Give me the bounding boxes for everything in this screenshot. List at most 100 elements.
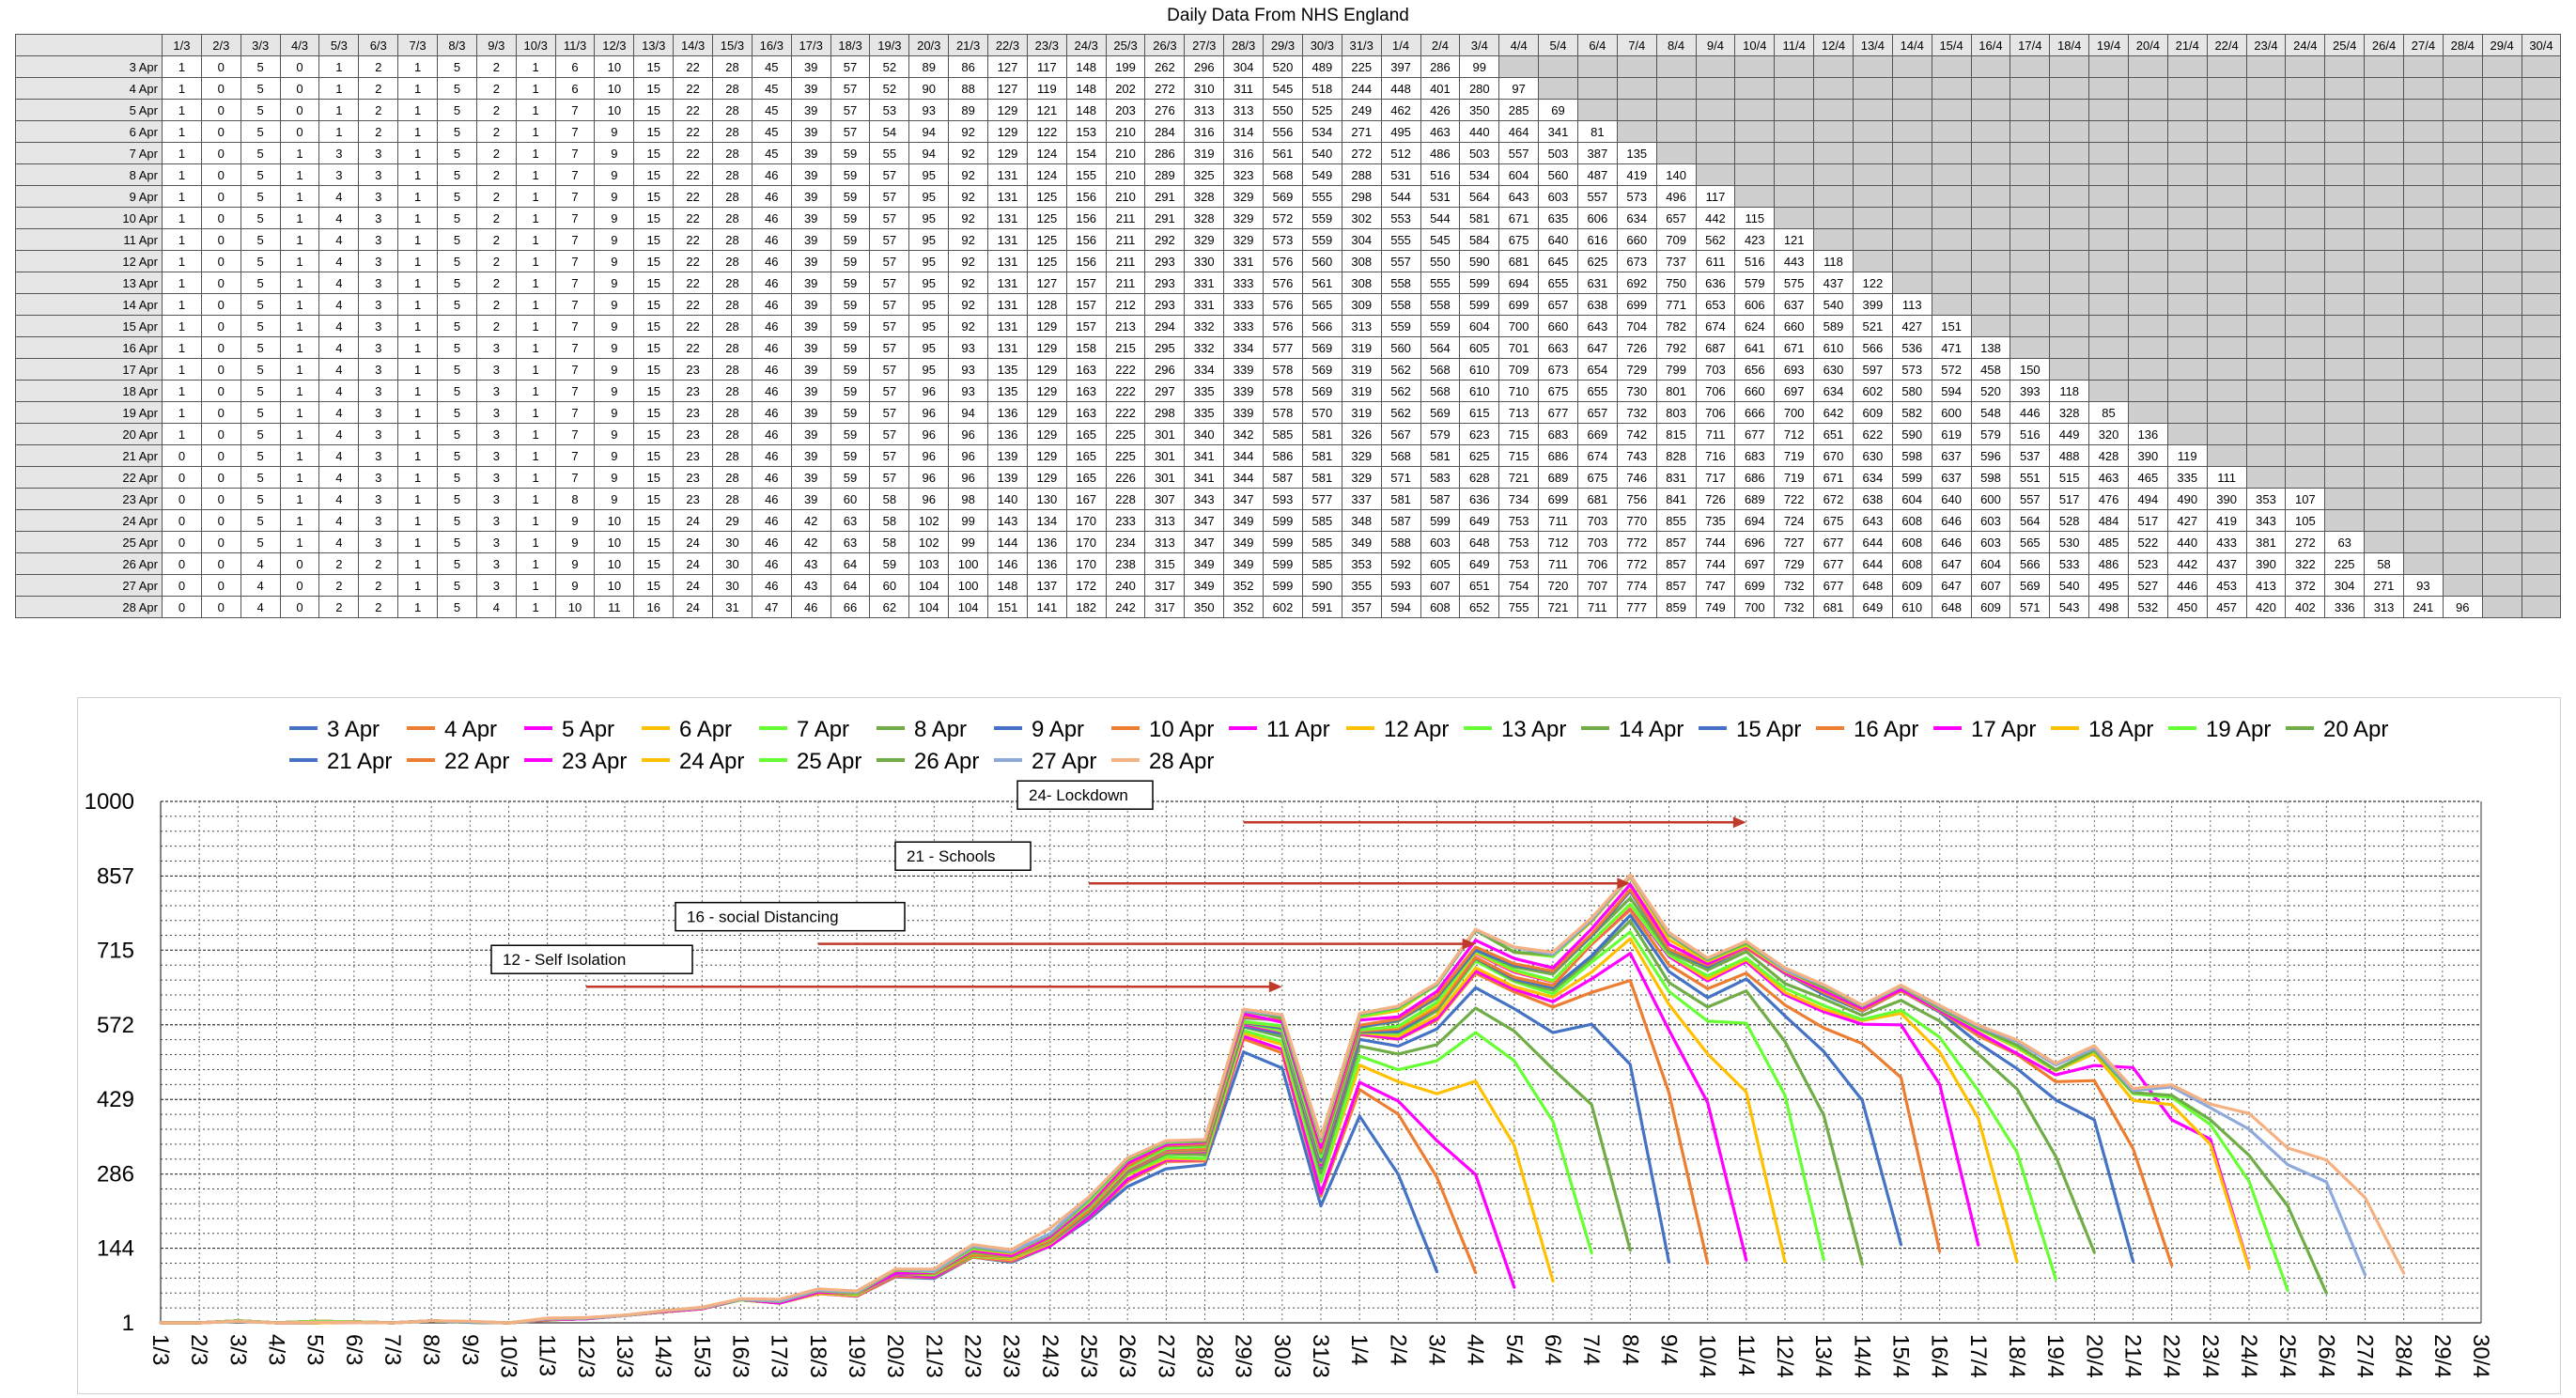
table-cell: 4 — [318, 207, 360, 229]
table-cell: 148 — [1065, 55, 1107, 78]
table-cell: 5 — [437, 99, 477, 121]
annotation-arrowhead — [1268, 981, 1282, 993]
table-cell: 399 — [1852, 293, 1893, 316]
empty-cell — [2402, 163, 2444, 186]
table-cell: 46 — [751, 315, 792, 337]
table-cell: 857 — [1655, 552, 1697, 575]
empty-cell — [2088, 163, 2129, 186]
table-cell: 530 — [2049, 531, 2090, 553]
table-cell: 225 — [1341, 55, 1382, 78]
table-cell: 96 — [948, 444, 989, 467]
table-cell: 28 — [712, 120, 753, 143]
table-cell: 59 — [830, 423, 871, 445]
table-cell: 4 — [318, 315, 360, 337]
table-cell: 39 — [790, 250, 831, 272]
table-cell: 1 — [279, 163, 320, 186]
annotation-label: 24- Lockdown — [1029, 786, 1128, 804]
legend-label: 3 Apr — [327, 717, 380, 742]
table-cell: 140 — [987, 488, 1028, 510]
table-cell: 689 — [1734, 488, 1776, 510]
table-cell: 599 — [1263, 574, 1303, 597]
table-cell: 5 — [437, 272, 477, 294]
table-cell: 1 — [279, 207, 320, 229]
empty-cell — [1970, 272, 2011, 294]
table-cell: 586 — [1263, 444, 1303, 467]
table-cell: 129 — [1026, 401, 1067, 424]
table-cell: 581 — [1380, 488, 1421, 510]
table-cell: 603 — [1420, 531, 1461, 553]
table-cell: 534 — [1459, 163, 1500, 186]
table-cell: 15 — [633, 466, 675, 489]
table-cell: 163 — [1065, 358, 1107, 381]
table-cell: 43 — [790, 574, 831, 597]
table-cell: 649 — [1459, 509, 1500, 532]
empty-cell — [2010, 207, 2051, 229]
table-cell: 5 — [437, 596, 477, 618]
table-cell: 1 — [397, 552, 439, 575]
table-cell: 28 — [712, 163, 753, 186]
table-cell: 2 — [358, 55, 399, 78]
empty-cell — [2481, 315, 2522, 337]
data-table: 1/3 2/3 3/3 4/3 5/3 6/3 7/3 8/3 9/3 10/3 11/3 12/3 1… — [15, 34, 2562, 618]
table-cell: 0 — [200, 444, 241, 467]
table-cell: 755 — [1498, 596, 1540, 618]
table-cell: 568 — [1420, 380, 1461, 402]
empty-cell — [1655, 99, 1697, 121]
table-cell: 700 — [1774, 401, 1815, 424]
table-cell: 117 — [1695, 185, 1736, 208]
table-cell: 141 — [1026, 596, 1067, 618]
table-cell: 749 — [1695, 596, 1736, 618]
table-cell: 271 — [1341, 120, 1382, 143]
table-cell: 313 — [1144, 531, 1186, 553]
table-cell: 579 — [1734, 272, 1776, 294]
table-cell: 39 — [790, 99, 831, 121]
table-cell: 1 — [397, 185, 439, 208]
table-cell: 5 — [437, 444, 477, 467]
empty-cell — [1734, 142, 1776, 164]
table-cell: 585 — [1301, 552, 1342, 575]
empty-cell — [2402, 444, 2444, 467]
table-cell: 401 — [1420, 77, 1461, 100]
plot-area — [161, 801, 2481, 1323]
x-tick-label: 29/4 — [2429, 1334, 2455, 1378]
table-cell: 489 — [1301, 55, 1342, 78]
legend-label: 9 Apr — [1032, 717, 1084, 742]
empty-cell — [2442, 574, 2483, 597]
empty-cell — [2442, 315, 2483, 337]
table-cell: 531 — [1420, 185, 1461, 208]
table-cell: 15 — [633, 55, 675, 78]
empty-cell — [2010, 142, 2051, 164]
table-cell: 129 — [1026, 444, 1067, 467]
empty-cell — [1931, 250, 1972, 272]
row-label: 9 Apr — [15, 185, 163, 208]
table-cell: 1 — [515, 55, 556, 78]
table-cell: 599 — [1459, 272, 1500, 294]
table-cell: 329 — [1341, 466, 1382, 489]
table-cell: 95 — [908, 315, 950, 337]
table-cell: 330 — [1184, 250, 1225, 272]
y-tick-label: 286 — [97, 1162, 134, 1188]
table-cell: 575 — [1774, 272, 1815, 294]
empty-cell — [1695, 120, 1736, 143]
empty-cell — [2285, 163, 2326, 186]
table-cell: 587 — [1420, 488, 1461, 510]
table-cell: 23 — [673, 466, 714, 489]
table-cell: 286 — [1420, 55, 1461, 78]
table-cell: 92 — [948, 142, 989, 164]
table-cell: 59 — [830, 228, 871, 251]
table-cell: 59 — [830, 358, 871, 381]
legend-label: 14 Apr — [1619, 717, 1684, 742]
legend-label: 15 Apr — [1736, 717, 1801, 742]
table-cell: 9 — [594, 163, 635, 186]
empty-cell — [2364, 466, 2404, 489]
table-cell: 603 — [1970, 509, 2011, 532]
table-cell: 562 — [1380, 358, 1421, 381]
column-header: 27/3 — [1184, 34, 1225, 56]
table-cell: 39 — [790, 120, 831, 143]
table-cell: 225 — [1105, 423, 1146, 445]
annotation-label: 21 - Schools — [907, 847, 996, 865]
table-cell: 92 — [948, 293, 989, 316]
empty-cell — [2127, 142, 2168, 164]
table-cell: 604 — [1498, 163, 1540, 186]
table-cell: 343 — [2245, 509, 2287, 532]
